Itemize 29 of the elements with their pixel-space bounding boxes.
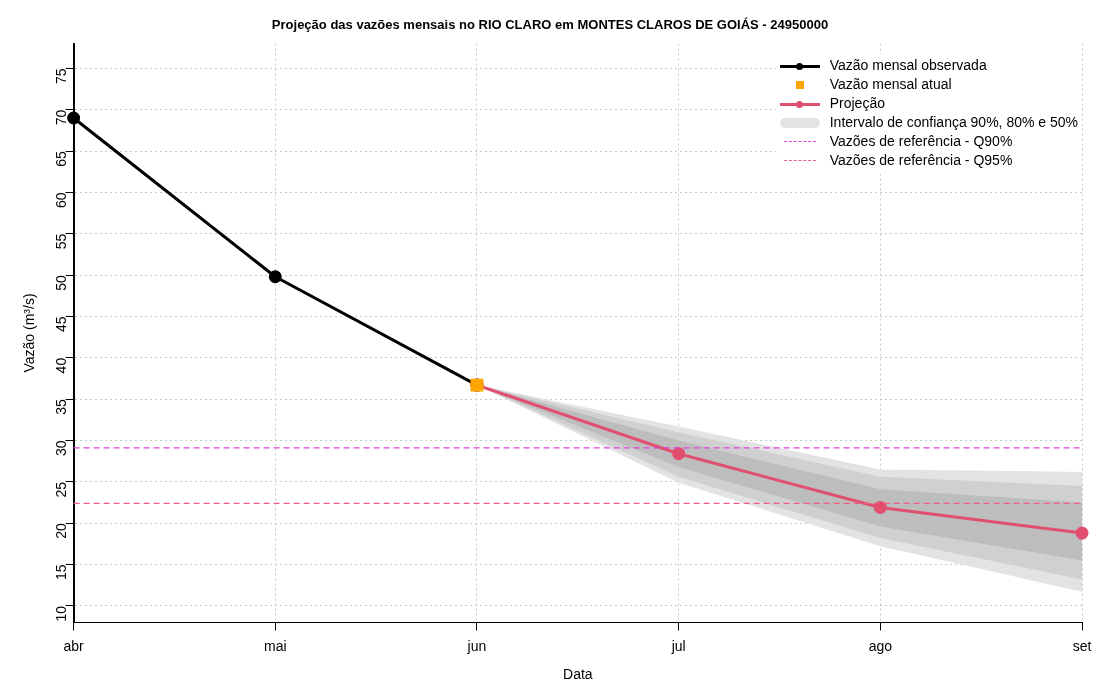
x-tick-label: set [1072, 637, 1092, 654]
chart-title: Projeção das vazões mensais no RIO CLARO em MONTES CLAROS DE GOIÁS - 24950000 [271, 17, 829, 33]
y-tick-label: 45 [53, 316, 70, 333]
y-tick-label: 40 [53, 357, 70, 374]
legend-label: Vazão mensal observada [829, 56, 987, 75]
x-axis-title: Data [563, 666, 593, 683]
y-tick-label: 75 [53, 68, 70, 84]
y-tick-label: 50 [53, 274, 70, 291]
y-tick-label: 60 [53, 192, 70, 209]
x-tick-label: ago [868, 637, 893, 654]
legend-label: Vazão mensal atual [829, 75, 952, 94]
x-tick-label: jul [670, 637, 686, 654]
legend-label: Vazões de referência - Q95% [829, 151, 1013, 170]
y-axis-title: Vazão (m³/s) [21, 293, 38, 373]
legend-label: Vazões de referência - Q90% [829, 132, 1013, 151]
y-tick-label: 10 [53, 605, 70, 622]
legend-label: Intervalo de confiança 90%, 80% e 50% [829, 113, 1078, 132]
y-tick-label: 30 [53, 440, 70, 457]
y-tick-label: 35 [53, 398, 70, 415]
y-tick-label: 65 [53, 150, 70, 167]
y-tick-label: 15 [53, 564, 70, 581]
x-tick-label: jun [466, 637, 487, 654]
legend-label: Projeção [829, 94, 885, 113]
y-tick-label: 25 [53, 481, 70, 498]
y-tick-label: 55 [53, 233, 70, 250]
x-tick-label: abr [63, 637, 85, 654]
y-tick-label: 70 [53, 109, 70, 126]
x-tick-label: mai [264, 637, 287, 654]
y-tick-label: 20 [53, 522, 70, 539]
